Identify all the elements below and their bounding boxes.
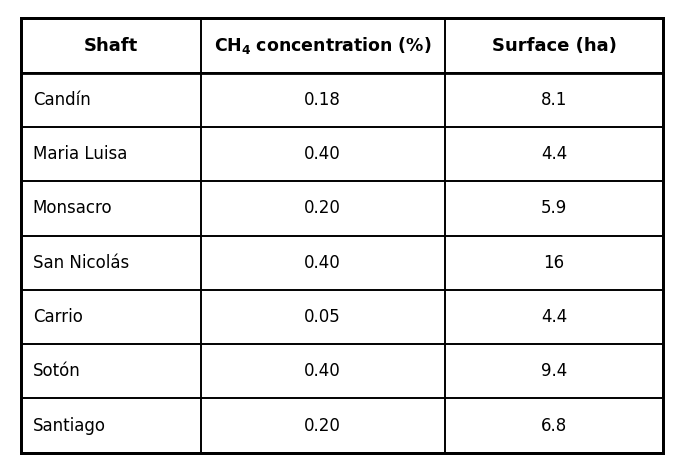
Text: 4.4: 4.4	[541, 308, 567, 326]
Bar	[21, 18, 200, 73]
Bar	[445, 73, 663, 127]
Bar	[21, 344, 200, 398]
Text: Maria Luisa: Maria Luisa	[33, 145, 127, 163]
Text: 0.40: 0.40	[304, 254, 341, 272]
Bar	[200, 18, 445, 73]
Text: Santiago: Santiago	[33, 417, 106, 435]
Bar	[200, 290, 445, 344]
Text: 0.40: 0.40	[304, 145, 341, 163]
Text: Sotón: Sotón	[33, 362, 81, 380]
Text: 6.8: 6.8	[541, 417, 567, 435]
Bar	[445, 398, 663, 453]
Bar	[21, 73, 200, 127]
Text: San Nicolás: San Nicolás	[33, 254, 129, 272]
Text: 9.4: 9.4	[541, 362, 567, 380]
Bar	[445, 236, 663, 290]
Text: Surface (ha): Surface (ha)	[492, 36, 616, 55]
Text: 16: 16	[544, 254, 565, 272]
Bar	[200, 344, 445, 398]
Bar	[200, 236, 445, 290]
Bar	[445, 127, 663, 182]
Bar	[445, 344, 663, 398]
Text: 0.05: 0.05	[304, 308, 341, 326]
Bar	[445, 290, 663, 344]
Bar	[21, 398, 200, 453]
Text: 0.20: 0.20	[304, 417, 341, 435]
Bar	[445, 182, 663, 236]
Text: Shaft: Shaft	[83, 36, 137, 55]
Text: 5.9: 5.9	[541, 200, 567, 218]
Text: 0.20: 0.20	[304, 200, 341, 218]
Bar	[200, 73, 445, 127]
Text: Monsacro: Monsacro	[33, 200, 112, 218]
Bar	[200, 182, 445, 236]
Text: 0.40: 0.40	[304, 362, 341, 380]
Text: $\mathbf{CH_4}$ $\mathbf{concentration\ (\%)}$: $\mathbf{CH_4}$ $\mathbf{concentration\ …	[214, 35, 432, 56]
Text: 4.4: 4.4	[541, 145, 567, 163]
Bar	[200, 398, 445, 453]
Bar	[21, 182, 200, 236]
Bar	[200, 127, 445, 182]
Text: 8.1: 8.1	[541, 91, 567, 109]
Bar	[21, 127, 200, 182]
Bar	[21, 236, 200, 290]
Bar	[21, 290, 200, 344]
Bar	[445, 18, 663, 73]
Text: Candín: Candín	[33, 91, 90, 109]
Text: 0.18: 0.18	[304, 91, 341, 109]
Text: Carrio: Carrio	[33, 308, 83, 326]
